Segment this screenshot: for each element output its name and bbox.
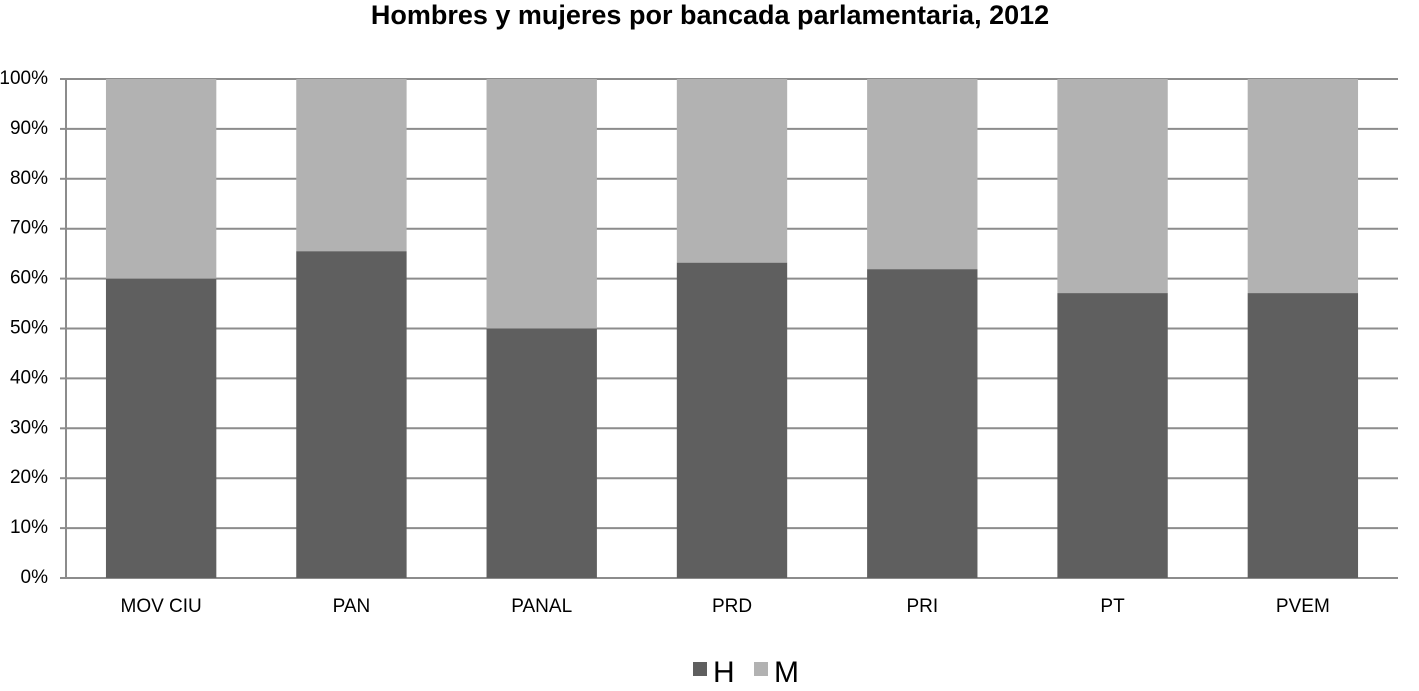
x-tick-label: PVEM [1276,596,1330,617]
bar-segment [105,79,217,279]
bar-segment [1057,293,1168,578]
y-tick-label: 90% [10,118,48,139]
chart-title: Hombres y mujeres por bancada parlamenta… [371,0,1049,30]
bar-segment [296,251,407,578]
x-tick-label: PAN [333,596,371,617]
bar-segment [105,278,217,578]
y-tick-label: 50% [10,318,48,339]
bar-segment [1247,293,1359,578]
y-tick-label: 80% [10,168,48,189]
y-tick-label: 70% [10,218,48,239]
x-tick-label: PT [1100,596,1125,617]
bar-segment [1247,79,1359,294]
bar-segment [867,79,978,270]
legend-swatch [754,662,768,676]
y-tick-label: 100% [0,68,48,89]
y-tick-label: 60% [10,268,48,289]
y-tick-label: 20% [10,467,48,488]
y-tick-label: 40% [10,367,48,388]
bar-segment [1057,79,1168,294]
legend-swatch [693,662,707,676]
y-tick-label: 0% [21,567,49,588]
legend-label: M [774,656,799,689]
x-tick-label: MOV CIU [121,596,202,617]
x-tick-label: PRI [906,596,938,617]
x-tick-label: PANAL [511,596,572,617]
y-tick-label: 30% [10,417,48,438]
legend-label: H [713,656,735,689]
y-tick-label: 10% [10,517,48,538]
x-tick-label: PRD [712,596,752,617]
bar-segment [486,328,597,578]
bar-segment [676,262,788,578]
bar-segment [676,79,788,263]
bar-segment [867,269,978,578]
bar-segment [486,79,597,329]
bar-segment [296,79,407,252]
